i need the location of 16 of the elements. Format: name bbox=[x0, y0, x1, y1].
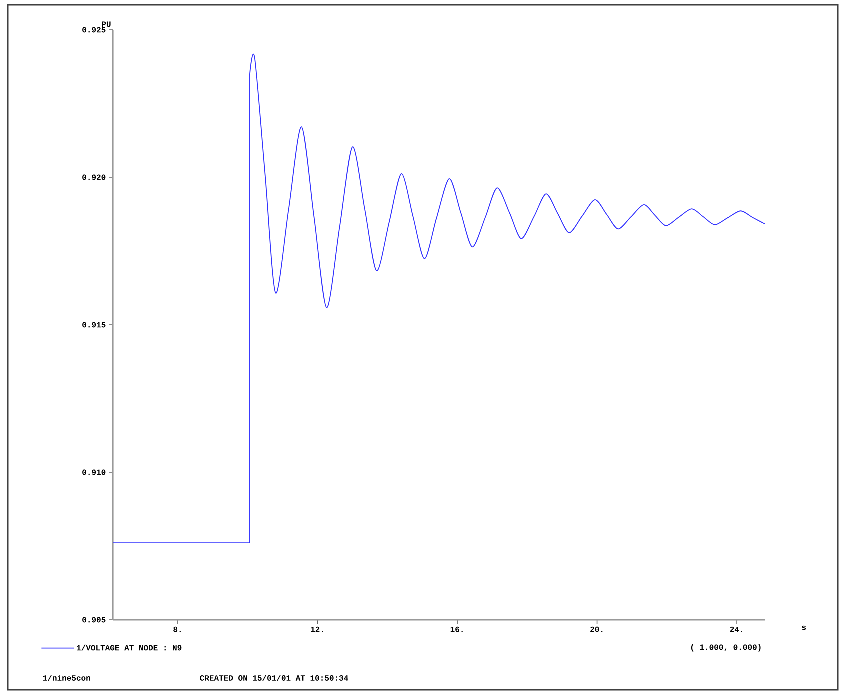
text: CREATED ON 15/01/01 AT 10:50:34 bbox=[200, 675, 348, 681]
y-axis-title: PU bbox=[102, 22, 111, 28]
text: ( 1.000, 0.000) bbox=[691, 644, 761, 652]
y-tick-label: 0.925 bbox=[82, 27, 106, 33]
x-tick-label: 8. bbox=[174, 626, 181, 632]
y-tick-label: 0.920 bbox=[82, 174, 106, 180]
x-axis-title: s bbox=[802, 626, 806, 630]
x-tick-label: 24. bbox=[730, 626, 742, 632]
legend-label: 1/VOLTAGE AT NODE : N9 bbox=[77, 644, 182, 651]
y-tick-label: 0.905 bbox=[82, 617, 106, 623]
y-tick-label: 0.915 bbox=[82, 322, 106, 328]
x-tick-label: 16. bbox=[450, 626, 463, 632]
text: 1/nine5con bbox=[43, 675, 90, 681]
x-tick-label: 12. bbox=[311, 626, 324, 632]
x-tick-label: 20. bbox=[590, 626, 603, 632]
y-tick-label: 0.910 bbox=[82, 470, 106, 476]
